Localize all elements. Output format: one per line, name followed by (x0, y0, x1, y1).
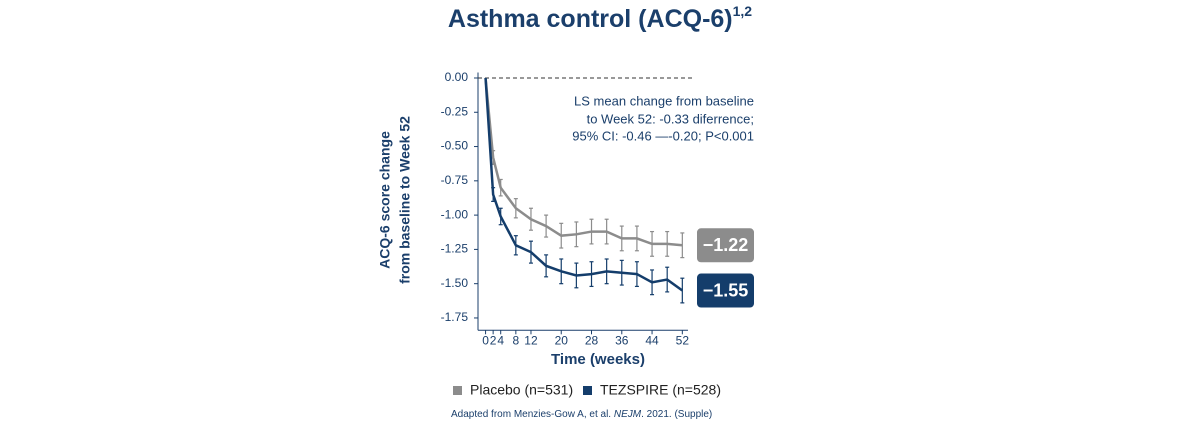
end-label-box (697, 228, 754, 263)
source-text: Adapted from Menzies-Gow A, et al. (451, 409, 614, 420)
x-tick-label: 52 (676, 333, 690, 347)
series (484, 77, 685, 304)
source-text: . 2021. (Supple) (641, 409, 712, 420)
x-tick-label: 4 (497, 333, 504, 347)
series (484, 77, 685, 259)
y-axis-label: ACQ-6 score change (377, 131, 393, 269)
y-tick-label: -1.00 (441, 207, 469, 221)
y-tick-label: -1.75 (441, 310, 469, 324)
end-label-box (697, 273, 754, 308)
y-tick-label: -0.50 (441, 139, 469, 153)
source-journal: NEJM (614, 409, 642, 420)
annotation: LS mean change from baseline (574, 93, 754, 108)
x-tick-label: 20 (555, 333, 569, 347)
y-tick-label: -0.25 (441, 104, 469, 118)
x-tick-label: 36 (615, 333, 629, 347)
chart-title: Asthma control (ACQ-6)1,2 (448, 3, 752, 33)
x-tick-label: 12 (524, 333, 538, 347)
legend-swatch (453, 386, 462, 395)
x-tick-label: 28 (585, 333, 599, 347)
x-tick-label: 44 (645, 333, 659, 347)
y-tick-label: -1.25 (441, 242, 469, 256)
annotation: 95% CI: -0.46 —-0.20; P<0.001 (572, 128, 754, 143)
legend-label: Placebo (n=531) (470, 382, 573, 398)
title-superscript: 1,2 (733, 3, 753, 19)
y-tick-label: -1.50 (441, 276, 469, 290)
line (484, 77, 683, 247)
x-tick-label: 2 (490, 333, 497, 347)
end-label: −1.22 (703, 235, 749, 255)
legend-swatch (583, 386, 592, 395)
annotation: to Week 52: -0.33 diferrence; (587, 111, 754, 126)
source: Adapted from Menzies-Gow A, et al. NEJM.… (451, 409, 712, 420)
x-tick-label: 8 (512, 333, 519, 347)
line (484, 77, 684, 292)
x-tick-label: 0 (482, 333, 489, 347)
end-label: −1.55 (703, 280, 749, 300)
y-axis-label: from baseline to Week 52 (397, 116, 413, 284)
y-tick-label: -0.75 (441, 173, 469, 187)
x-axis-label: Time (weeks) (551, 351, 645, 368)
legend-label: TEZSPIRE (n=528) (600, 382, 721, 398)
title-text: Asthma control (ACQ-6) (448, 5, 733, 33)
y-tick-label: 0.00 (445, 70, 469, 84)
